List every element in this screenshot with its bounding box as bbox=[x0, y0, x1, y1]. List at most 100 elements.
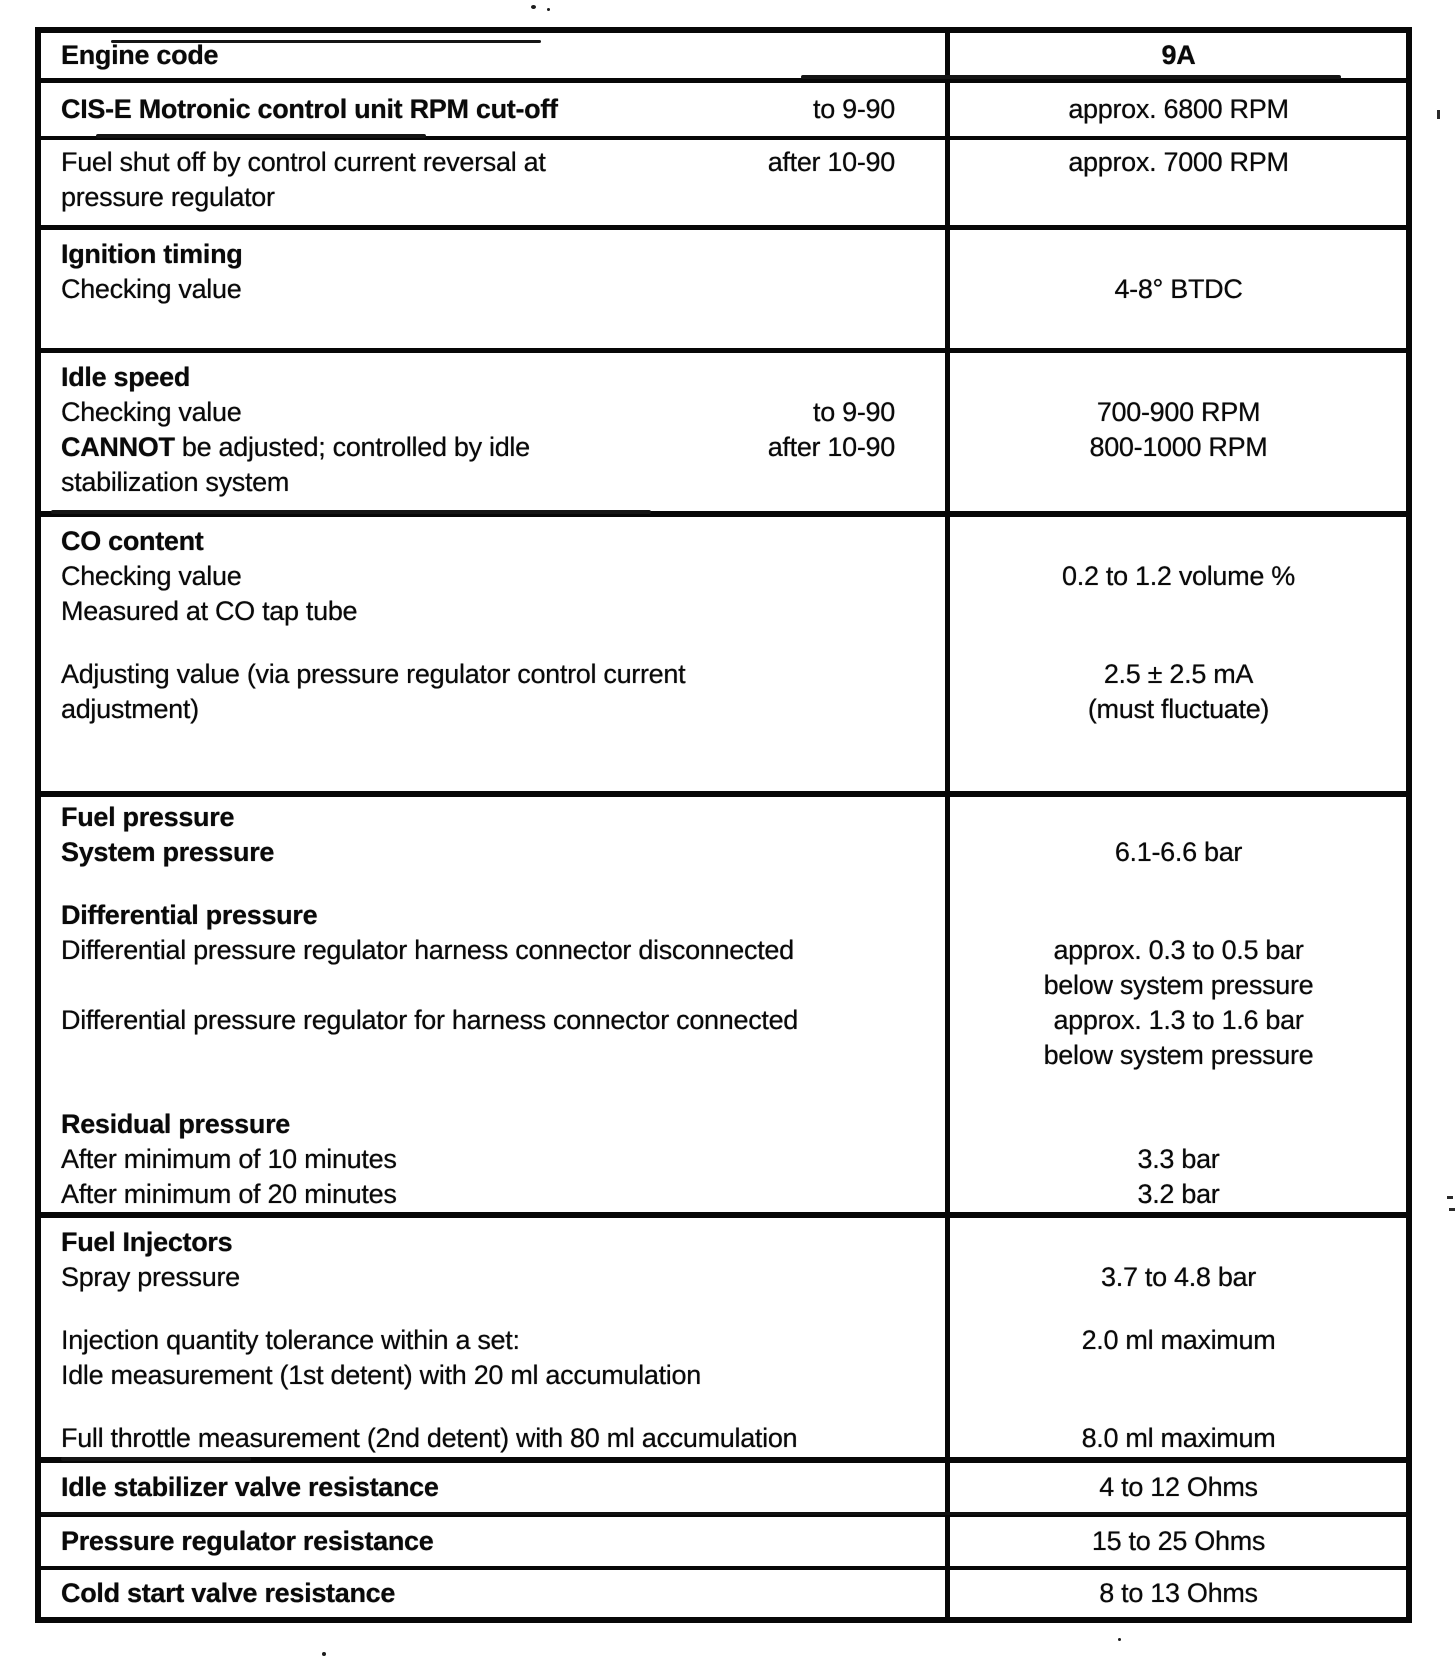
spec-line: Checking value 0.2 to 1.2 volume % bbox=[41, 559, 1406, 594]
spec-label-cell: After minimum of 10 minutes bbox=[41, 1142, 945, 1177]
spec-value-cell: 0.2 to 1.2 volume % bbox=[1062, 561, 1295, 591]
spec-value-cell: below system pressure bbox=[1043, 1040, 1314, 1070]
spec-line: After minimum of 10 minutes 3.3 bar bbox=[41, 1142, 1406, 1177]
spec-value-cell bbox=[945, 360, 1406, 395]
spec-label-text: Differential pressure regulator for harn… bbox=[61, 1005, 799, 1035]
spec-line: Differential pressure bbox=[41, 898, 1406, 933]
spec-label-text: Fuel Injectors bbox=[61, 1227, 233, 1257]
spec-label-cell: Checking value to 9-90 bbox=[41, 395, 945, 430]
spec-label-cell: Fuel shut off by control current reversa… bbox=[41, 145, 945, 180]
scan-smudge bbox=[111, 40, 541, 43]
spec-label-cell: Fuel pressure bbox=[41, 800, 945, 835]
spec-label: CO content bbox=[61, 524, 204, 559]
spec-label-text: be adjusted; controlled by idle bbox=[174, 432, 530, 462]
spacer-line bbox=[41, 870, 1406, 898]
spec-value-cell: approx. 7000 RPM bbox=[1068, 147, 1289, 177]
spec-value-cell: 800-1000 RPM bbox=[1089, 432, 1268, 462]
spec-value-cell bbox=[945, 898, 1406, 933]
spec-label-cell: System pressure bbox=[41, 835, 945, 870]
spec-label-text: Cold start valve resistance bbox=[61, 1578, 396, 1608]
spec-label-cell bbox=[41, 1038, 945, 1073]
spec-line: System pressure 6.1-6.6 bar bbox=[41, 835, 1406, 870]
spec-value-cell bbox=[945, 465, 1406, 500]
spec-label-cell: CO content bbox=[41, 524, 945, 559]
spec-label-text: Differential pressure regulator harness … bbox=[61, 935, 794, 965]
spec-label-text: Ignition timing bbox=[61, 239, 243, 269]
spec-value-cell: below system pressure bbox=[1043, 970, 1314, 1000]
spec-line: Idle stabilizer valve resistance 4 to 12 … bbox=[41, 1470, 1406, 1505]
spec-label-text: Fuel pressure bbox=[61, 802, 235, 832]
spec-label-text: Checking value bbox=[61, 561, 242, 591]
spec-label-text: Measured at CO tap tube bbox=[61, 596, 358, 626]
spec-line: Residual pressure bbox=[41, 1107, 1406, 1142]
scan-artifact bbox=[1118, 1638, 1121, 1641]
spec-label: Checking value bbox=[61, 272, 242, 307]
spec-label-cell: adjustment) bbox=[41, 692, 945, 727]
spec-value-cell: 3.2 bar bbox=[1137, 1179, 1220, 1209]
spec-line: Checking value to 9-90 700-900 RPM bbox=[41, 395, 1406, 430]
spec-line: below system pressure bbox=[41, 968, 1406, 1003]
spec-line: Spray pressure 3.7 to 4.8 bar bbox=[41, 1260, 1406, 1295]
scan-smudge bbox=[801, 75, 1341, 79]
spec-line: Differential pressure regulator harness … bbox=[41, 933, 1406, 968]
spec-line: Cold start valve resistance 8 to 13 Ohms bbox=[41, 1576, 1406, 1611]
spec-line: Checking value 4-8° BTDC bbox=[41, 272, 1406, 307]
spec-label-cell: Injection quantity tolerance within a se… bbox=[41, 1323, 945, 1358]
spec-label-text: System pressure bbox=[61, 837, 275, 867]
spec-line: Fuel shut off by control current reversa… bbox=[41, 145, 1406, 180]
spec-line: Differential pressure regulator for harn… bbox=[41, 1003, 1406, 1038]
spec-value-cell: 8.0 ml maximum bbox=[1081, 1423, 1276, 1453]
spec-label: Ignition timing bbox=[61, 237, 243, 272]
scan-artifact bbox=[1437, 110, 1440, 119]
spec-value-cell: approx. 1.3 to 1.6 bar bbox=[1053, 1005, 1304, 1035]
spec-label: Residual pressure bbox=[61, 1107, 290, 1142]
spec-label-text: After minimum of 20 minutes bbox=[61, 1179, 397, 1209]
spec-line: Ignition timing bbox=[41, 237, 1406, 272]
spacer-line bbox=[41, 1073, 1406, 1107]
row-ignition-timing: Ignition timing Checking value 4-8° BTDC bbox=[41, 230, 1406, 353]
spec-value-cell: 8 to 13 Ohms bbox=[1099, 1578, 1258, 1608]
spec-value-cell: 4-8° BTDC bbox=[1114, 274, 1243, 304]
spec-label: Spray pressure bbox=[61, 1260, 240, 1295]
spec-value-cell bbox=[945, 180, 1406, 215]
spec-label: Differential pressure bbox=[61, 898, 318, 933]
spec-label: Adjusting value (via pressure regulator … bbox=[61, 657, 686, 692]
spec-label: Checking value bbox=[61, 559, 242, 594]
row-co-content: CO content Checking value 0.2 to 1.2 volum… bbox=[41, 517, 1406, 797]
spec-label-text: Checking value bbox=[61, 397, 242, 427]
spec-label: Injection quantity tolerance within a se… bbox=[61, 1323, 520, 1358]
model-year-condition: to 9-90 bbox=[813, 397, 895, 427]
spec-label-cell: Residual pressure bbox=[41, 1107, 945, 1142]
spec-value-cell bbox=[945, 1358, 1406, 1393]
spec-label: System pressure bbox=[61, 835, 274, 870]
spec-label-text: Idle speed bbox=[61, 362, 191, 392]
spec-label: CIS-E Motronic control unit RPM cut-off bbox=[61, 92, 558, 127]
spec-value-cell: 2.0 ml maximum bbox=[1081, 1325, 1276, 1355]
row-fuel-shut-off: Fuel shut off by control current reversa… bbox=[41, 140, 1406, 230]
spec-value-cell: 2.5 ± 2.5 mA bbox=[1103, 659, 1254, 689]
spec-label-text: Checking value bbox=[61, 274, 242, 304]
spec-label-text: adjustment) bbox=[61, 694, 199, 724]
model-year-condition: after 10-90 bbox=[767, 147, 896, 177]
spec-label-text: CO content bbox=[61, 526, 204, 556]
spec-label-cell: Differential pressure regulator for harn… bbox=[41, 1003, 945, 1038]
spec-label-cell: Idle stabilizer valve resistance bbox=[41, 1470, 945, 1505]
spec-line: Measured at CO tap tube bbox=[41, 594, 1406, 629]
spec-value-cell bbox=[945, 1107, 1406, 1142]
spec-line: stabilization system bbox=[41, 465, 1406, 500]
scan-artifact bbox=[1449, 1208, 1455, 1211]
spec-label: Idle measurement (1st detent) with 20 ml… bbox=[61, 1358, 701, 1393]
spec-label-cell: Differential pressure regulator harness … bbox=[41, 933, 945, 968]
scan-smudge bbox=[41, 1512, 1406, 1515]
spec-label-text: Fuel shut off by control current reversa… bbox=[61, 147, 546, 177]
row-pressure-regulator-resistance: Pressure regulator resistance 15 to 25 Oh… bbox=[41, 1517, 1406, 1570]
spec-label: pressure regulator bbox=[61, 180, 275, 215]
spec-label-text: Pressure regulator resistance bbox=[61, 1526, 434, 1556]
spec-label-cell: Full throttle measurement (2nd detent) w… bbox=[41, 1421, 945, 1456]
spec-label-text: Idle stabilizer valve resistance bbox=[61, 1472, 439, 1502]
row-fuel-injectors: Fuel Injectors Spray pressure 3.7 to 4.8 b… bbox=[41, 1218, 1406, 1463]
spec-label-cell: Differential pressure bbox=[41, 898, 945, 933]
row-idle-stabilizer-valve-resistance: Idle stabilizer valve resistance 4 to 12 … bbox=[41, 1463, 1406, 1517]
spec-line: CO content bbox=[41, 524, 1406, 559]
spec-label: Fuel Injectors bbox=[61, 1225, 233, 1260]
